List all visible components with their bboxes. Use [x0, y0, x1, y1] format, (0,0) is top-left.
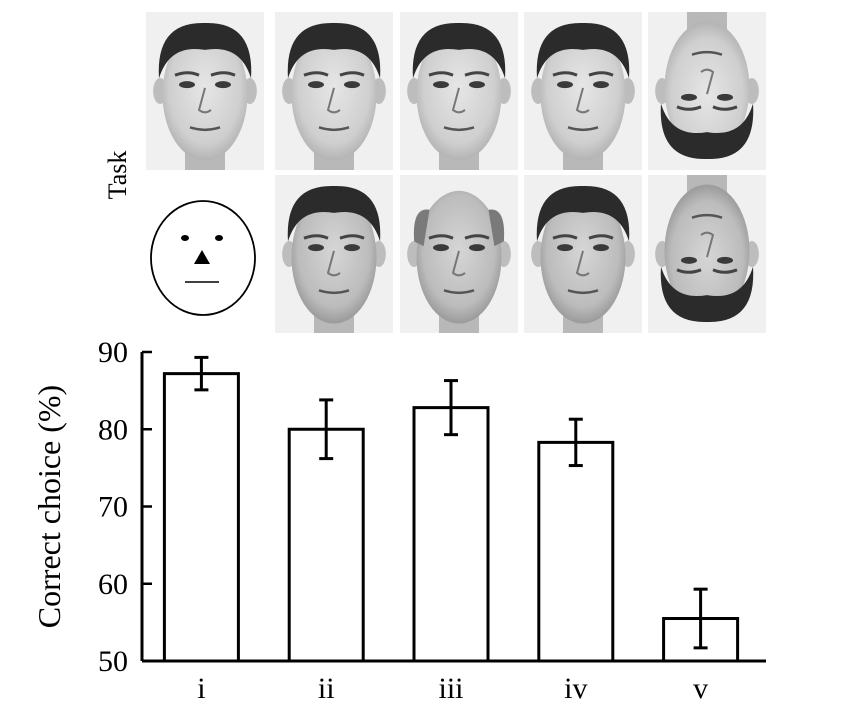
face-photo-bottom-iii	[400, 175, 518, 333]
task-stimuli-grid	[146, 12, 766, 333]
y-axis: 50 60 70 80 90	[98, 336, 152, 678]
y-tick-label: 90	[98, 336, 128, 369]
error-bar-v	[693, 587, 708, 650]
x-tick-label-v: v	[693, 672, 708, 705]
error-bar-iv	[568, 417, 583, 468]
y-tick-label: 50	[98, 645, 128, 678]
bar-i	[162, 372, 240, 663]
bar-ii	[287, 427, 365, 663]
error-bar-i	[194, 355, 209, 392]
face-photo-bottom-v	[648, 175, 766, 333]
error-bar-ii	[319, 398, 334, 461]
face-photo-bottom-ii	[275, 175, 393, 333]
bar-iii	[412, 406, 490, 663]
x-tick-label-iii: iii	[438, 672, 463, 705]
y-tick-label: 80	[98, 413, 128, 446]
face-photo-top-iii	[400, 12, 518, 170]
bars	[162, 372, 740, 663]
panel-label: Task	[103, 151, 132, 200]
x-tick-label-i: i	[197, 672, 205, 705]
face-photo-top-v	[648, 12, 766, 170]
y-axis-label: Correct choice (%)	[31, 385, 67, 628]
error-bar-iii	[444, 379, 458, 437]
y-tick-label: 70	[98, 491, 128, 524]
x-tick-label-iv: iv	[564, 672, 587, 705]
face-photo-top-iv	[524, 12, 642, 170]
schematic-face-bottom-i	[150, 200, 256, 316]
y-tick-label: 60	[98, 568, 128, 601]
face-photo-top-i	[146, 12, 264, 170]
face-photo-top-ii	[275, 12, 393, 170]
x-tick-label-ii: ii	[318, 672, 335, 705]
x-axis: i ii iii iv v	[142, 659, 766, 705]
face-photo-bottom-iv	[524, 175, 642, 333]
error-bars	[194, 355, 708, 650]
bar-iv	[537, 440, 615, 663]
